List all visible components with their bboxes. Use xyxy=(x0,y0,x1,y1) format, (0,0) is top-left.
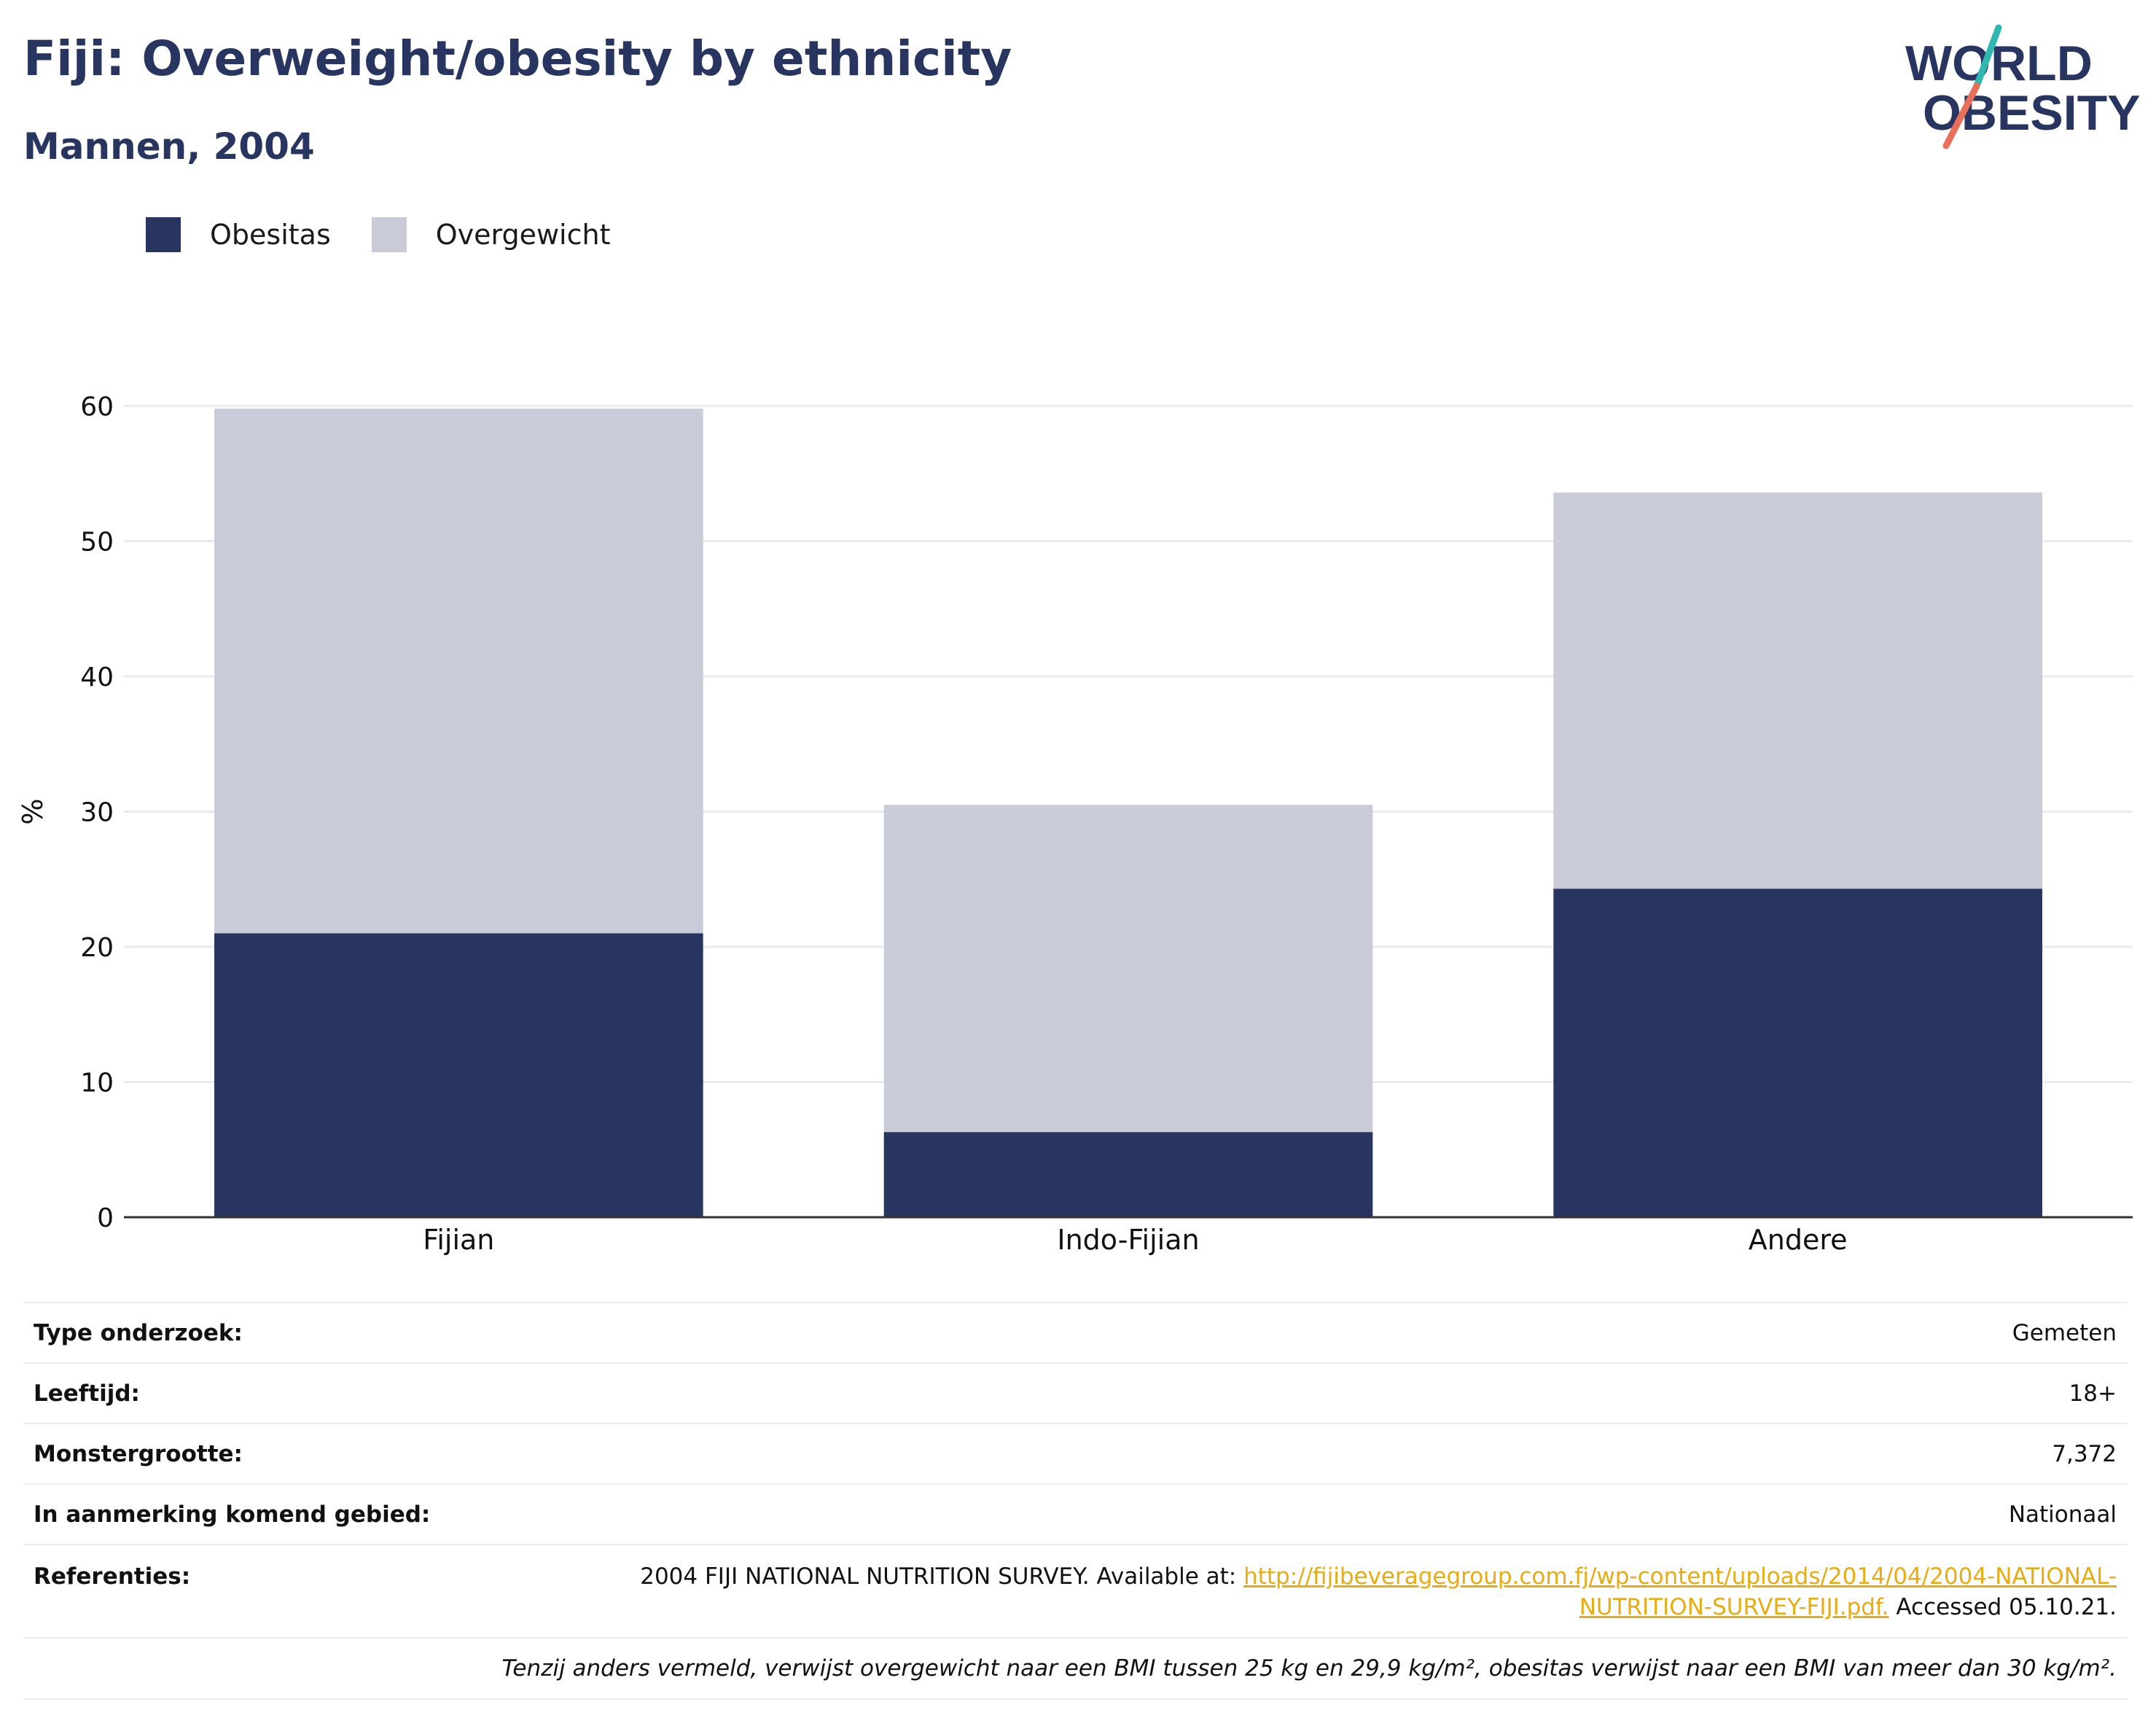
reference-source: 2004 FIJI NATIONAL NUTRITION SURVEY. Ava… xyxy=(640,1563,1244,1590)
y-tick-label: 30 xyxy=(80,798,114,828)
detail-row-type: Type onderzoek: Gemeten xyxy=(23,1302,2127,1363)
y-axis-label: % xyxy=(17,798,49,824)
stacked-bar-chart: 0 10 20 30 40 50 60% Fijian Indo-Fijian Andere xyxy=(17,392,2133,1256)
references-text: 2004 FIJI NATIONAL NUTRITION SURVEY. Ava… xyxy=(554,1544,2127,1638)
reference-link-line1: http://fijibeveragegroup.com.fj/wp-conte… xyxy=(1243,1563,2117,1590)
legend-swatch-obesitas xyxy=(146,217,181,252)
bar-overgewicht-andere xyxy=(1553,492,2042,889)
detail-key: Referenties: xyxy=(23,1544,554,1638)
detail-key: Leeftijd: xyxy=(23,1362,554,1423)
detail-row-note: Tenzij anders vermeld, verwijst overgewi… xyxy=(23,1637,2127,1700)
detail-key: In aanmerking komend gebied: xyxy=(23,1483,554,1544)
legend-label-obesitas: Obesitas xyxy=(210,219,331,251)
logo-word-world: WORLD xyxy=(1905,36,2093,91)
bar-obesitas-fijian xyxy=(214,933,703,1217)
y-tick-label: 50 xyxy=(80,528,114,558)
bar-obesitas-andere xyxy=(1553,889,2042,1217)
chart-subtitle: Mannen, 2004 xyxy=(23,125,315,168)
x-tick-label: Indo-Fijian xyxy=(1057,1224,1199,1256)
y-tick-label: 60 xyxy=(80,392,114,422)
legend-item-overgewicht[interactable]: Overgewicht xyxy=(371,217,611,252)
logo-word-obesity: OBESITY xyxy=(1923,85,2141,141)
reference-link[interactable]: http://fijibeveragegroup.com.fj/wp-conte… xyxy=(1243,1563,2117,1620)
detail-row-age: Leeftijd: 18+ xyxy=(23,1362,2127,1423)
x-tick-label: Andere xyxy=(1749,1224,1848,1256)
world-obesity-logo: WORLD OBESITY xyxy=(1905,24,2141,149)
y-tick-label: 10 xyxy=(80,1069,114,1098)
y-tick-label: 0 xyxy=(97,1203,114,1233)
detail-value: 7,372 xyxy=(554,1423,2127,1484)
detail-value: 18+ xyxy=(554,1362,2127,1423)
chart-title: Fiji: Overweight/obesity by ethnicity xyxy=(23,31,1012,87)
survey-details-table: Type onderzoek: Gemeten Leeftijd: 18+ Mo… xyxy=(23,1302,2127,1700)
legend-swatch-overgewicht xyxy=(371,217,407,252)
logo-slash-teal xyxy=(1973,24,2002,90)
bar-overgewicht-fijian xyxy=(214,408,703,934)
detail-row-sample-size: Monstergrootte: 7,372 xyxy=(23,1423,2127,1484)
bar-overgewicht-indo-fijian xyxy=(883,805,1373,1133)
reference-link-line2: NUTRITION-SURVEY-FIJI.pdf. xyxy=(1579,1594,1889,1620)
y-tick-label: 20 xyxy=(80,933,114,963)
x-tick-label: Fijian xyxy=(423,1224,494,1256)
detail-key: Monstergrootte: xyxy=(23,1423,554,1484)
legend-label-overgewicht: Overgewicht xyxy=(435,219,611,251)
detail-key: Type onderzoek: xyxy=(23,1302,554,1363)
detail-value: Gemeten xyxy=(554,1302,2127,1363)
bmi-definition-note: Tenzij anders vermeld, verwijst overgewi… xyxy=(23,1637,2127,1700)
detail-row-references: Referenties: 2004 FIJI NATIONAL NUTRITIO… xyxy=(23,1544,2127,1638)
detail-value: Nationaal xyxy=(554,1483,2127,1544)
reference-accessed: Accessed 05.10.21. xyxy=(1889,1594,2117,1620)
legend-item-obesitas[interactable]: Obesitas xyxy=(146,217,331,252)
y-tick-label: 40 xyxy=(80,663,114,692)
logo-slash-coral xyxy=(1942,82,1980,149)
bar-obesitas-indo-fijian xyxy=(883,1132,1373,1217)
detail-row-area: In aanmerking komend gebied: Nationaal xyxy=(23,1483,2127,1544)
chart-legend: Obesitas Overgewicht xyxy=(146,217,652,252)
